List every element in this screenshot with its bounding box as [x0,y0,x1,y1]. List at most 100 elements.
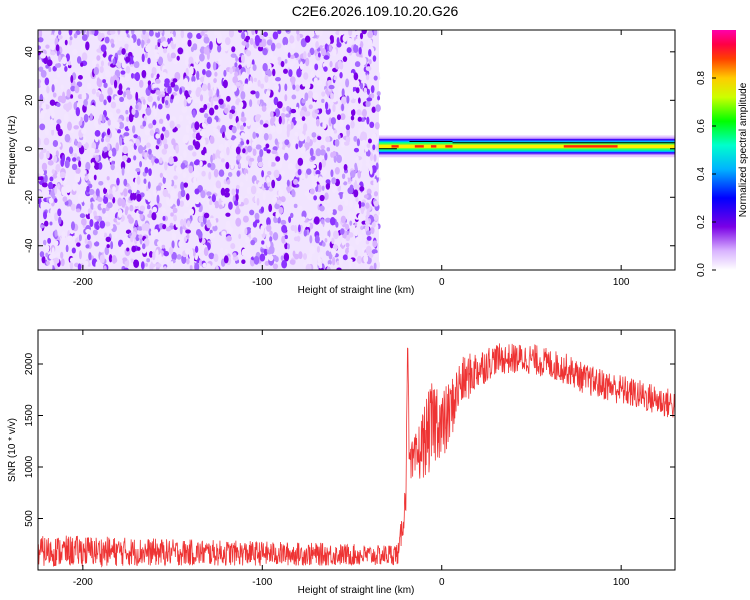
spectrogram-noise-cell [351,211,355,221]
spectrogram-noise-cell [54,37,59,47]
spectrogram-noise-cell [257,99,260,105]
spectrogram-noise-cell [320,48,327,56]
spectrogram-noise-cell [142,98,146,105]
spectrogram-noise-cell [185,229,191,234]
spectrogram-noise-cell [279,138,283,143]
spectrogram-noise-cell [148,209,152,216]
spectrogram-noise-cell [210,232,216,239]
spectrogram-noise-cell [139,160,143,168]
spectrogram-noise-cell [180,189,186,198]
spectrogram-noise-cell [123,32,127,41]
spectrogram-noise-cell [178,155,183,164]
spectrogram-noise-cell [366,116,370,125]
spectrogram-noise-cell [132,191,137,201]
spectrogram-noise-cell [64,159,70,169]
spectrogram-noise-cell [50,118,54,125]
spectrogram-noise-cell [228,112,233,120]
spectrogram-noise-cell [226,146,230,156]
spectrogram-noise-cell [259,253,266,262]
spectrogram-noise-cell [81,44,85,53]
spectrogram-noise-cell [62,196,68,203]
spectrogram-noise-cell [117,30,121,36]
spectrogram-noise-cell [301,116,306,122]
spectrogram-noise-cell [76,114,81,122]
spectrogram-noise-cell [336,37,340,45]
spectrogram-noise-cell [89,211,94,220]
spectrogram-noise-cell [341,103,345,112]
spectrogram-noise-cell [246,60,251,69]
spectrogram-noise-cell [167,56,173,62]
spectrogram-noise-cell [254,212,260,220]
spectrogram-noise-cell [188,165,194,174]
spectrogram-noise-cell [49,99,56,106]
spectrogram-noise-cell [220,267,227,270]
spectrogram-noise-cell [277,216,281,224]
spectrogram-noise-cell [195,88,201,98]
spectrogram-noise-cell [215,218,219,223]
spectrogram-noise-cell [132,125,136,134]
spectrogram-y-tick-label: 40 [24,46,35,58]
spectrogram-noise-cell [295,84,301,92]
spectrogram-noise-cell [163,172,167,179]
spectrogram-noise-cell [99,66,104,73]
spectrogram-noise-cell [58,216,62,225]
spectrogram-noise-cell [202,68,206,75]
spectrogram-noise-cell [240,162,246,169]
spectrogram-noise-cell [194,262,200,270]
spectrogram-noise-cell [309,47,315,56]
spectrogram-noise-cell [290,212,294,219]
spectrogram-noise-cell [84,260,89,267]
colorbar-gradient [712,30,736,270]
spectrogram-noise-cell [179,225,183,235]
spectrogram-noise-cell [168,178,172,187]
spectrogram-noise-cell [145,185,149,192]
spectrogram-noise-cell [64,39,68,46]
spectrogram-noise-cell [355,87,360,94]
spectrogram-noise-cell [74,173,81,183]
spectrogram-noise-cell [330,128,334,138]
spectrogram-noise-cell [261,170,265,178]
spectrogram-noise-cell [212,61,217,71]
spectrogram-noise-cell [86,82,92,90]
spectrogram-noise-cell [38,45,42,50]
spectrogram-noise-cell [230,242,236,250]
spectrogram-noise-cell [280,219,287,225]
snr-x-label: Height of straight line (km) [298,585,415,596]
spectrogram-noise-cell [125,56,131,63]
spectrogram-noise-cell [121,48,126,55]
spectrogram-noise-cell [143,115,147,122]
spectrogram-noise-cell [329,216,336,226]
spectrogram-noise-cell [186,258,190,265]
spectrogram-noise-cell [199,94,204,102]
spectrogram-noise-cell [82,169,87,175]
spectrogram-noise-cell [309,188,315,195]
spectrogram-noise-cell [359,82,364,90]
spectrogram-noise-cell [255,114,262,119]
spectrogram-noise-cell [218,204,223,210]
spectrogram-noise-cell [272,55,278,63]
spectrogram-noise-cell [342,192,346,202]
spectrogram-noise-cell [110,43,115,48]
spectrogram-noise-cell [119,185,124,193]
spectrogram-noise-cell [135,91,139,101]
spectrogram-noise-cell [193,160,200,166]
spectrogram-noise-cell [99,230,105,238]
spectrogram-noise-cell [225,224,232,230]
spectrogram-noise-cell [308,104,313,110]
spectrogram-noise-cell [171,138,176,146]
spectrogram-noise-cell [110,101,117,109]
spectrogram-noise-cell [183,98,187,108]
spectrogram-noise-cell [343,164,348,171]
spectrogram-noise-cell [40,244,46,249]
spectrogram-noise-cell [123,267,129,270]
spectrogram-noise-cell [111,255,117,264]
spectrogram-noise-cell [339,192,343,200]
spectrogram-noise-cell [81,34,88,41]
spectrogram-noise-cell [72,235,76,241]
spectrogram-noise-cell [133,182,138,188]
spectrogram-noise-cell [272,68,276,77]
spectrogram-noise-cell [183,212,189,219]
spectrogram-noise-cell [266,70,272,77]
spectrogram-noise-cell [269,111,274,118]
spectrogram-noise-cell [87,208,93,214]
